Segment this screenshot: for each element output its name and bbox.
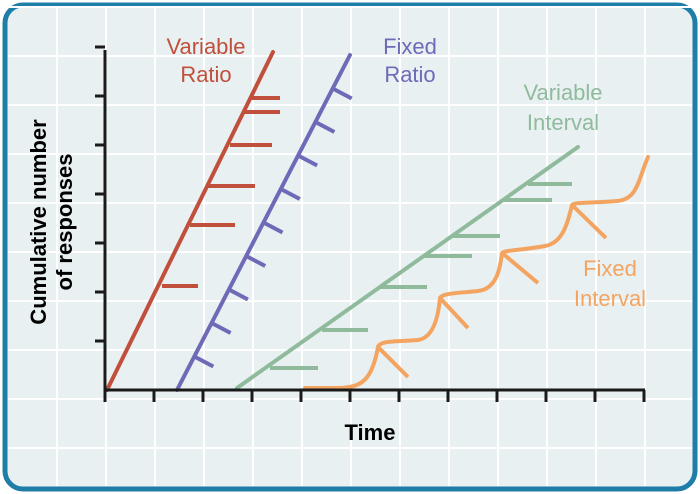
fixed-interval-reinforcement-mark — [570, 203, 608, 240]
fixed-ratio-reinforcement-mark — [314, 120, 336, 134]
fixed-ratio-reinforcement-mark — [210, 321, 232, 335]
y-axis-label-line1: Cumulative number — [26, 119, 51, 325]
series-label-fixed-ratio: Fixed — [383, 34, 437, 59]
series-label-variable-ratio: Variable — [166, 34, 245, 59]
fixed-interval-reinforcement-mark — [376, 345, 410, 379]
fixed-interval-curve — [303, 155, 650, 390]
fixed-ratio-reinforcement-mark — [279, 187, 301, 201]
axes — [95, 45, 646, 402]
fixed-ratio-reinforcement-mark — [262, 220, 284, 235]
y-axis-label-line2: of responses — [52, 154, 77, 291]
series-label-fixed-interval-line2: Interval — [574, 286, 646, 311]
variable-interval-line — [235, 145, 580, 390]
series-label-variable-ratio-line2: Ratio — [180, 62, 231, 87]
series-layer — [105, 50, 650, 392]
series-label-variable-interval-line2: Interval — [527, 110, 599, 135]
fixed-ratio-reinforcement-mark — [227, 287, 249, 302]
fixed-ratio-reinforcement-mark — [331, 86, 353, 101]
fixed-ratio-reinforcement-mark — [193, 354, 215, 369]
x-axis-label: Time — [345, 420, 396, 445]
fixed-interval-reinforcement-mark — [500, 251, 540, 285]
fixed-ratio-reinforcement-mark — [297, 153, 319, 168]
fixed-interval-reinforcement-mark — [438, 296, 470, 330]
variable-ratio-line — [105, 50, 275, 392]
series-label-fixed-interval: Fixed — [583, 256, 637, 281]
series-label-fixed-ratio-line2: Ratio — [384, 62, 435, 87]
series-label-variable-interval: Variable — [523, 80, 602, 105]
fixed-ratio-reinforcement-mark — [245, 254, 267, 268]
